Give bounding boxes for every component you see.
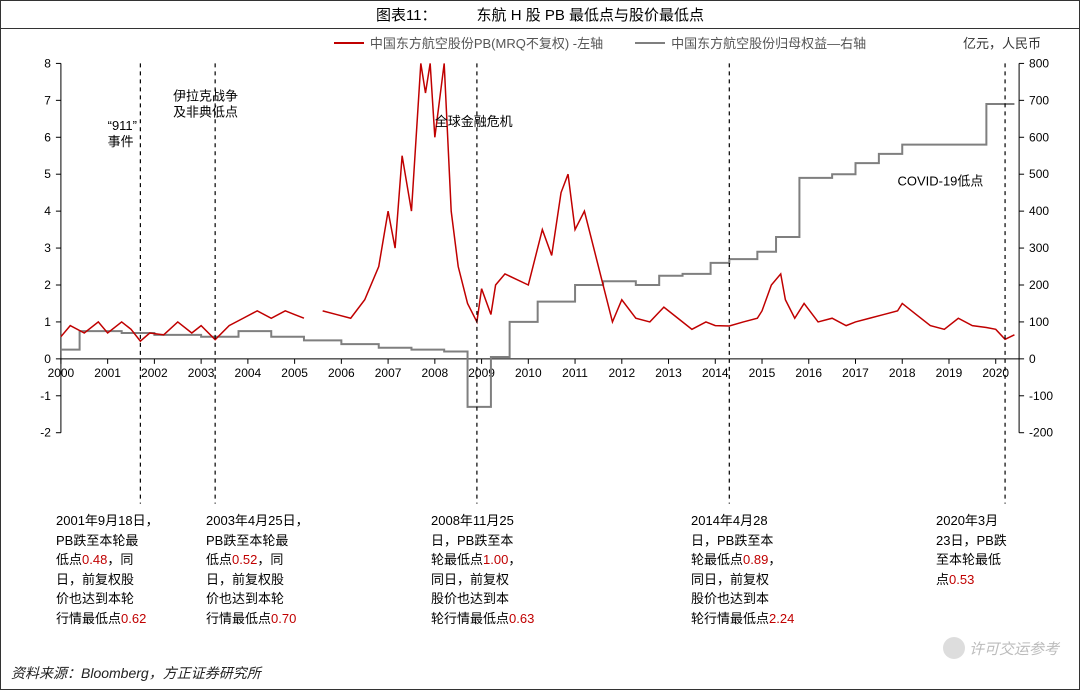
svg-text:2007: 2007	[375, 366, 402, 380]
chart-container: 图表11： 东航 H 股 PB 最低点与股价最低点 中国东方航空股份PB(MRQ…	[0, 0, 1080, 690]
svg-text:-1: -1	[40, 389, 51, 403]
watermark-text: 许可交运参考	[969, 638, 1059, 659]
svg-text:700: 700	[1029, 93, 1049, 107]
svg-text:0: 0	[1029, 352, 1036, 366]
callout: 2001年9月18日，PB跌至本轮最低点0.48，同日，前复权股价也达到本轮行情…	[56, 511, 196, 628]
legend-swatch-red	[334, 42, 364, 44]
svg-text:600: 600	[1029, 130, 1049, 144]
svg-text:400: 400	[1029, 204, 1049, 218]
source-text: 资料来源：Bloomberg，方正证券研究所	[11, 663, 261, 683]
svg-text:0: 0	[44, 352, 51, 366]
wechat-icon	[943, 637, 965, 659]
title-bar: 图表11： 东航 H 股 PB 最低点与股价最低点	[1, 1, 1079, 29]
svg-text:“911”: “911”	[108, 118, 137, 133]
svg-text:1: 1	[44, 315, 51, 329]
plot-svg: -2 -1 0 1 2 3 4 5 6 7 8 -200 -100 0 100 200 300 400 500 600…	[11, 53, 1069, 509]
callout: 2020年3月23日，PB跌至本轮最低点0.53	[936, 511, 1076, 589]
svg-text:-200: -200	[1029, 426, 1053, 440]
svg-text:2015: 2015	[749, 366, 776, 380]
svg-text:800: 800	[1029, 56, 1049, 70]
svg-text:2003: 2003	[188, 366, 215, 380]
watermark: 许可交运参考	[943, 637, 1059, 659]
svg-text:2014: 2014	[702, 366, 729, 380]
svg-text:2004: 2004	[235, 366, 262, 380]
svg-text:及非典低点: 及非典低点	[173, 104, 238, 119]
svg-text:2002: 2002	[141, 366, 168, 380]
chart-area: 中国东方航空股份PB(MRQ不复权) -左轴 中国东方航空股份归母权益—右轴 亿…	[11, 29, 1069, 509]
svg-text:7: 7	[44, 93, 51, 107]
svg-text:2012: 2012	[608, 366, 635, 380]
svg-text:2019: 2019	[936, 366, 963, 380]
svg-text:4: 4	[44, 204, 51, 218]
legend-item-pb: 中国东方航空股份PB(MRQ不复权) -左轴	[334, 33, 603, 52]
svg-text:300: 300	[1029, 241, 1049, 255]
svg-text:2: 2	[44, 278, 51, 292]
svg-text:2017: 2017	[842, 366, 869, 380]
figure-label: 图表11：	[376, 4, 437, 25]
svg-text:2011: 2011	[562, 366, 588, 380]
legend-label-red: 中国东方航空股份PB(MRQ不复权) -左轴	[370, 33, 603, 52]
svg-text:2018: 2018	[889, 366, 916, 380]
svg-text:-100: -100	[1029, 389, 1053, 403]
svg-text:2010: 2010	[515, 366, 542, 380]
callout: 2003年4月25日，PB跌至本轮最低点0.52，同日，前复权股价也达到本轮行情…	[206, 511, 346, 628]
legend: 中国东方航空股份PB(MRQ不复权) -左轴 中国东方航空股份归母权益—右轴	[171, 33, 1029, 52]
svg-text:6: 6	[44, 130, 51, 144]
svg-text:200: 200	[1029, 278, 1049, 292]
svg-text:2001: 2001	[94, 366, 121, 380]
svg-text:COVID-19低点: COVID-19低点	[898, 173, 984, 188]
legend-label-grey: 中国东方航空股份归母权益—右轴	[671, 33, 866, 52]
svg-text:2013: 2013	[655, 366, 682, 380]
figure-title: 东航 H 股 PB 最低点与股价最低点	[477, 4, 705, 25]
svg-text:全球金融危机: 全球金融危机	[435, 114, 513, 129]
svg-text:8: 8	[44, 56, 51, 70]
svg-text:500: 500	[1029, 167, 1049, 181]
callouts-region: 2001年9月18日，PB跌至本轮最低点0.48，同日，前复权股价也达到本轮行情…	[11, 511, 1069, 651]
svg-text:2016: 2016	[795, 366, 822, 380]
svg-text:100: 100	[1029, 315, 1049, 329]
svg-text:3: 3	[44, 241, 51, 255]
legend-swatch-grey	[635, 42, 665, 44]
legend-item-equity: 中国东方航空股份归母权益—右轴	[635, 33, 866, 52]
svg-text:-2: -2	[40, 426, 51, 440]
svg-text:2005: 2005	[281, 366, 308, 380]
svg-text:2008: 2008	[422, 366, 449, 380]
callout: 2008年11月25日，PB跌至本轮最低点1.00，同日，前复权股价也达到本轮行…	[431, 511, 571, 628]
callout: 2014年4月28日，PB跌至本轮最低点0.89，同日，前复权股价也达到本轮行情…	[691, 511, 831, 628]
right-axis-unit: 亿元，人民币	[963, 33, 1041, 52]
svg-text:5: 5	[44, 167, 51, 181]
svg-text:事件: 事件	[108, 134, 134, 149]
svg-text:2006: 2006	[328, 366, 355, 380]
svg-text:伊拉克战争: 伊拉克战争	[173, 88, 238, 103]
